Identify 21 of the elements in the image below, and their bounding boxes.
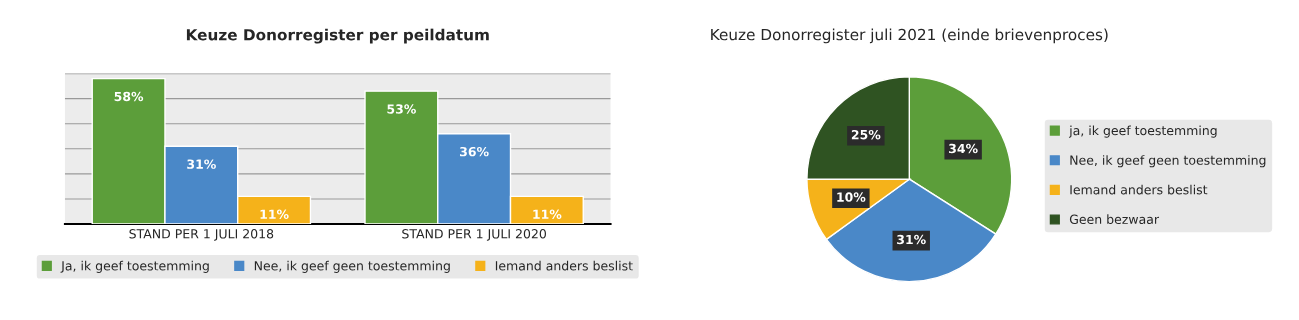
data-label: 25% [851, 129, 881, 140]
legend-label: ja, ik geef toestemming [1068, 125, 1217, 138]
legend-label: Ja, ik geef toestemming [60, 260, 209, 273]
chart-title: Keuze Donorregister juli 2021 (einde brievenproces) [711, 28, 1108, 44]
x-tick-label: STAND PER 1 JULI 2020 [402, 229, 546, 241]
data-label: 34% [949, 143, 978, 154]
x-tick-label: STAND PER 1 JULI 2018 [129, 229, 274, 241]
data-label: 58% [114, 91, 144, 102]
data-label: 31% [897, 234, 926, 245]
data-label: 36% [460, 146, 489, 157]
data-label: 10% [837, 192, 866, 202]
legend-label: Geen bezwaar [1069, 214, 1160, 225]
data-label: 31% [187, 159, 216, 169]
data-label: 11% [533, 209, 562, 219]
data-label: 53% [387, 104, 416, 114]
legend-label: Nee, ik geef geen toestemming [254, 260, 450, 273]
data-label: 11% [260, 209, 289, 219]
chart-title: Keuze Donorregister per peildatum [186, 28, 489, 44]
legend-label: Iemand anders beslist [1070, 184, 1208, 195]
legend-label: Nee, ik geef geen toestemming [1070, 155, 1266, 168]
legend-label: Iemand anders beslist [495, 260, 633, 271]
